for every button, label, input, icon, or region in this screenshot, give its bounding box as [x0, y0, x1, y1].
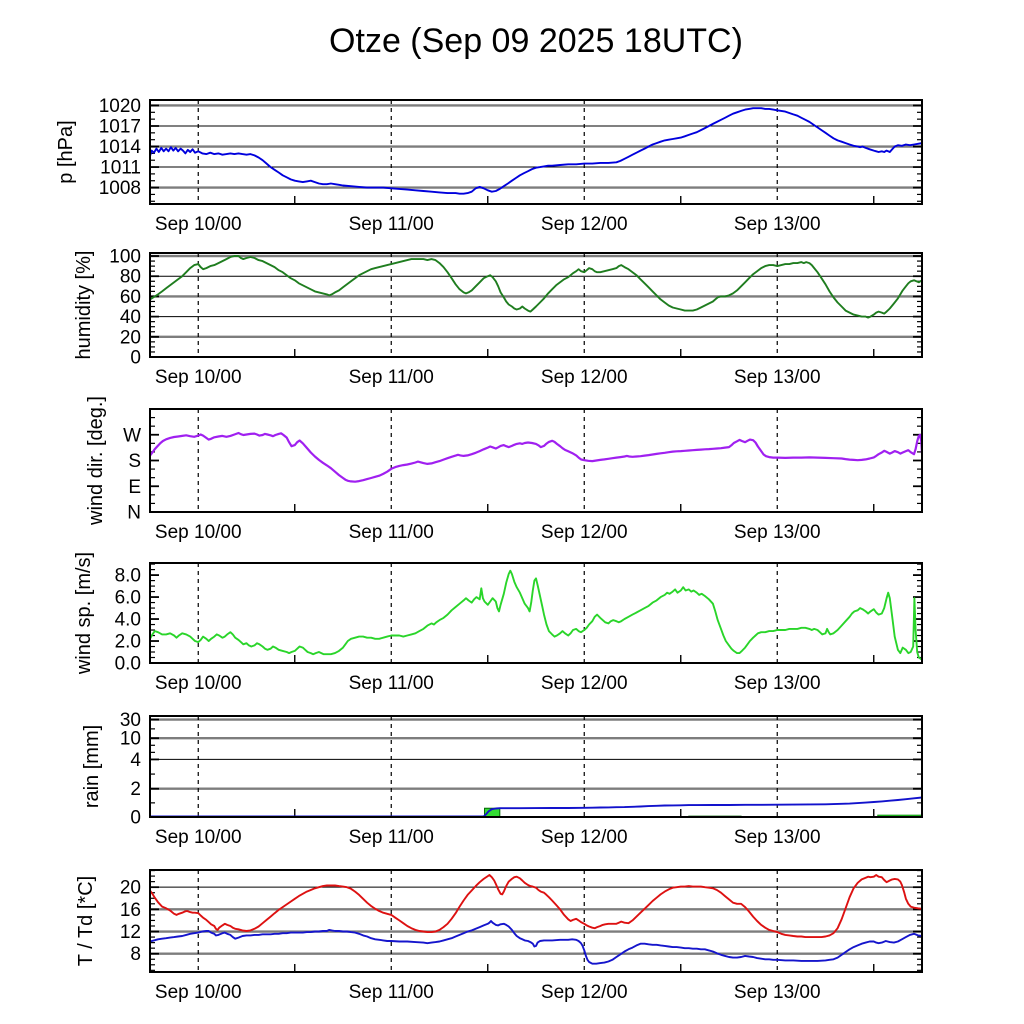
panel-frame [149, 715, 923, 818]
x-tick-label: Sep 12/00 [541, 214, 628, 235]
pressure-line [150, 107, 922, 195]
x-tick-label: Sep 10/00 [155, 522, 242, 543]
y-tick-label: 60 [120, 287, 141, 308]
y-tick-label: 12 [120, 922, 141, 943]
y-tick-label: 16 [120, 900, 141, 921]
x-tick-label: Sep 11/00 [349, 522, 434, 543]
y-tick-label: 1014 [99, 137, 142, 158]
y-tick-label: 1020 [99, 96, 141, 117]
y-axis-label: p [hPa] [55, 120, 77, 183]
y-tick-label: S [128, 451, 141, 472]
y-axis-label: rain [mm] [81, 725, 103, 808]
x-tick-label: Sep 13/00 [734, 673, 821, 694]
y-tick-label: 8.0 [115, 566, 141, 587]
x-tick-label: Sep 13/00 [734, 982, 821, 1003]
y-tick-label: 80 [120, 267, 141, 288]
x-tick-label: Sep 10/00 [155, 367, 242, 388]
y-tick-label: E [128, 477, 141, 498]
rain-accumulated-line [150, 796, 922, 817]
x-tick-label: Sep 12/00 [541, 827, 628, 848]
y-tick-label: 6.0 [115, 588, 141, 609]
y-tick-label: N [127, 503, 141, 524]
x-tick-label: Sep 10/00 [155, 673, 242, 694]
x-tick-label: Sep 13/00 [734, 827, 821, 848]
y-tick-label: 30 [120, 710, 141, 731]
chart-title: Otze (Sep 09 2025 18UTC) [329, 22, 743, 60]
y-tick-label: W [123, 425, 141, 446]
temperature-line [150, 874, 922, 939]
x-tick-label: Sep 11/00 [349, 673, 434, 694]
panel-frame [149, 252, 923, 358]
y-tick-label: 1008 [99, 178, 141, 199]
y-axis-label: wind dir. [deg.] [85, 396, 107, 526]
y-tick-label: 8 [130, 944, 141, 965]
x-tick-label: Sep 13/00 [734, 367, 821, 388]
x-tick-label: Sep 11/00 [349, 827, 434, 848]
x-tick-label: Sep 13/00 [734, 214, 821, 235]
y-tick-label: 0 [130, 348, 141, 369]
y-tick-label: 1017 [99, 117, 141, 138]
panel-frame [149, 869, 923, 973]
y-tick-label: 2.0 [115, 632, 141, 653]
wind-direction-line [150, 431, 922, 483]
y-tick-label: 40 [120, 307, 141, 328]
y-tick-label: 20 [120, 327, 141, 348]
y-tick-label: 0 [130, 808, 141, 829]
y-tick-label: 4.0 [115, 610, 141, 631]
panel-frame [149, 99, 923, 205]
x-tick-label: Sep 12/00 [541, 673, 628, 694]
panel-frame [149, 562, 923, 664]
y-tick-label: 10 [120, 729, 141, 750]
x-tick-label: Sep 12/00 [541, 367, 628, 388]
y-tick-label: 0.0 [115, 654, 141, 675]
panel-frame [149, 408, 923, 513]
x-tick-label: Sep 11/00 [349, 367, 434, 388]
panel-wind-speed: 0.02.04.06.08.0 wind sp. [m/s] Sep 10/00 Se… [73, 552, 923, 694]
y-tick-label: 20 [120, 878, 141, 899]
dewpoint-line [150, 920, 922, 965]
x-tick-label: Sep 11/00 [349, 982, 434, 1003]
y-axis-label: humidity [%] [73, 251, 95, 360]
y-tick-label: 1011 [100, 158, 141, 179]
wind-speed-line [150, 569, 922, 661]
x-tick-label: Sep 13/00 [734, 522, 821, 543]
y-tick-label: 4 [130, 750, 141, 771]
x-tick-label: Sep 10/00 [155, 982, 242, 1003]
y-tick-label: 100 [109, 247, 141, 268]
y-axis-label: wind sp. [m/s] [73, 552, 95, 675]
x-tick-label: Sep 12/00 [541, 522, 628, 543]
x-tick-label: Sep 12/00 [541, 982, 628, 1003]
y-tick-label: 2 [130, 779, 141, 800]
x-tick-label: Sep 10/00 [155, 214, 242, 235]
humidity-line [150, 255, 922, 319]
x-tick-label: Sep 11/00 [349, 214, 434, 235]
y-axis-label: T / Td [*C] [75, 876, 97, 966]
x-tick-label: Sep 10/00 [155, 827, 242, 848]
